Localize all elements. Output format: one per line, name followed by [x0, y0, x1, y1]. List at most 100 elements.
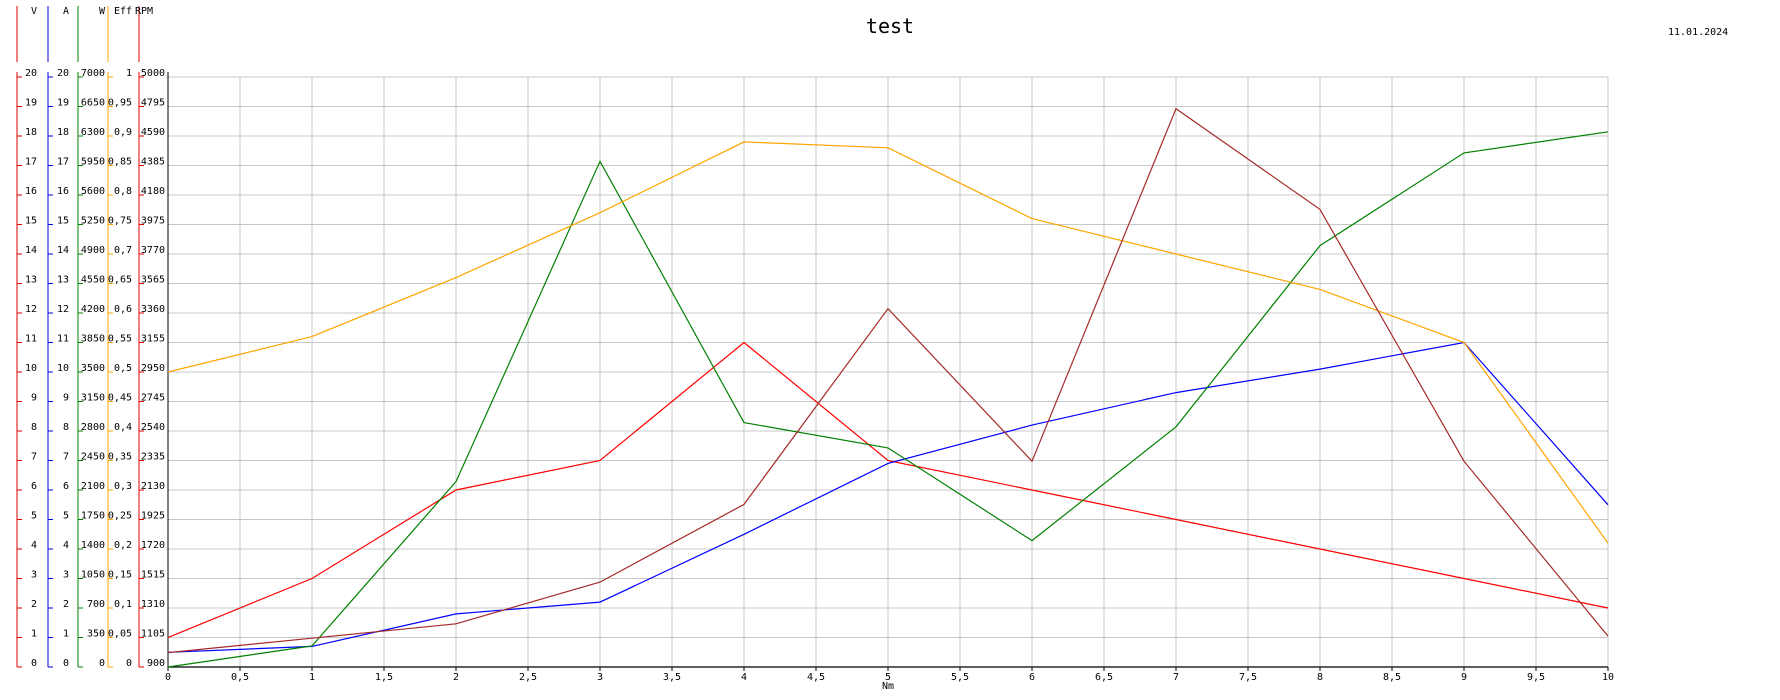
axis-rpm-tick-label: 4590 — [141, 127, 165, 138]
axis-v-tick-label: 16 — [25, 186, 37, 197]
axis-a-tick-label: 1 — [63, 629, 69, 640]
x-tick-label: 5 — [885, 672, 891, 683]
axis-eff-tick-label: 0,85 — [108, 157, 132, 168]
x-tick-label: 4 — [741, 672, 747, 683]
axis-v-header: V — [31, 6, 37, 17]
axis-v-tick-label: 9 — [31, 393, 37, 404]
axis-rpm-header: RPM — [135, 6, 153, 17]
axis-eff-tick-label: 0,65 — [108, 275, 132, 286]
series-line-v — [167, 341, 1609, 639]
axis-eff-tick-label: 0,35 — [108, 452, 132, 463]
axis-rpm-tick-label: 3155 — [141, 334, 165, 345]
axis-rpm-tick-label: 1515 — [141, 570, 165, 581]
axis-v-tick-label: 14 — [25, 245, 37, 256]
x-tick-label: 6 — [1029, 672, 1035, 683]
axis-a-tick-label: 2 — [63, 599, 69, 610]
axis-w-tick-label: 1050 — [81, 570, 105, 581]
axis-v-tick-label: 2 — [31, 599, 37, 610]
axis-rpm-tick-label: 1720 — [141, 540, 165, 551]
axis-v-tick-label: 11 — [25, 334, 37, 345]
axis-w-tick-label: 5600 — [81, 186, 105, 197]
axis-eff-tick-label: 0 — [126, 658, 132, 669]
axis-rpm-tick-label: 4385 — [141, 157, 165, 168]
axis-v-tick-label: 18 — [25, 127, 37, 138]
axis-v-tick-label: 1 — [31, 629, 37, 640]
x-tick-label: 3 — [597, 672, 603, 683]
axis-w-tick-label: 6300 — [81, 127, 105, 138]
axis-a-tick-label: 3 — [63, 570, 69, 581]
axis-a-tick-label: 19 — [57, 98, 69, 109]
axis-v-tick-label: 13 — [25, 275, 37, 286]
axis-eff-tick-label: 0,2 — [114, 540, 132, 551]
chart-title: test — [865, 14, 915, 38]
x-tick-label: 2 — [453, 672, 459, 683]
axis-w-tick-label: 700 — [87, 599, 105, 610]
axis-a-tick-label: 6 — [63, 481, 69, 492]
series-line-rpm — [167, 107, 1609, 654]
axis-a-tick-label: 17 — [57, 157, 69, 168]
series-line-w — [167, 131, 1609, 668]
axis-w-tick-label: 4900 — [81, 245, 105, 256]
axis-eff-tick-label: 0,95 — [108, 98, 132, 109]
x-tick-label: 7,5 — [1239, 672, 1257, 683]
axis-w-tick-label: 1750 — [81, 511, 105, 522]
x-tick-label: 7 — [1173, 672, 1179, 683]
axis-rpm-tick-label: 3975 — [141, 216, 165, 227]
axis-w-tick-label: 7000 — [81, 68, 105, 79]
axis-w-tick-label: 6650 — [81, 98, 105, 109]
x-tick-label: 1 — [309, 672, 315, 683]
axis-rpm-tick-label: 3565 — [141, 275, 165, 286]
axis-w-tick-label: 3500 — [81, 363, 105, 374]
series-line-a — [167, 341, 1609, 653]
axis-v-tick-label: 4 — [31, 540, 37, 551]
axis-v-tick-label: 3 — [31, 570, 37, 581]
x-tick-label: 0 — [165, 672, 171, 683]
axis-v-tick-label: 10 — [25, 363, 37, 374]
axis-eff-tick-label: 0,5 — [114, 363, 132, 374]
axis-rpm-tick-label: 3770 — [141, 245, 165, 256]
axis-rpm-tick-label: 2335 — [141, 452, 165, 463]
x-axis-label: Nm — [882, 681, 894, 692]
series-line-eff — [167, 141, 1609, 544]
axis-rpm-tick-label: 1105 — [141, 629, 165, 640]
axis-w-tick-label: 4200 — [81, 304, 105, 315]
axis-w-tick-label: 4550 — [81, 275, 105, 286]
x-tick-label: 8,5 — [1383, 672, 1401, 683]
x-tick-label: 9 — [1461, 672, 1467, 683]
axis-a-tick-label: 4 — [63, 540, 69, 551]
axis-a-tick-label: 0 — [63, 658, 69, 669]
x-tick-label: 5,5 — [951, 672, 969, 683]
axis-eff-tick-label: 0,55 — [108, 334, 132, 345]
axis-a-tick-label: 13 — [57, 275, 69, 286]
axis-w-tick-label: 2100 — [81, 481, 105, 492]
axis-eff-tick-label: 0,75 — [108, 216, 132, 227]
axis-rpm-tick-label: 2130 — [141, 481, 165, 492]
axis-v-tick-label: 5 — [31, 511, 37, 522]
x-tick-label: 1,5 — [375, 672, 393, 683]
axis-rpm-tick-label: 2540 — [141, 422, 165, 433]
axis-a-tick-label: 16 — [57, 186, 69, 197]
axis-rpm-tick-label: 900 — [147, 658, 165, 669]
axis-a-tick-label: 9 — [63, 393, 69, 404]
axis-rpm-tick-label: 1310 — [141, 599, 165, 610]
axis-rpm-tick-label: 2950 — [141, 363, 165, 374]
axis-eff-tick-label: 0,6 — [114, 304, 132, 315]
axis-a-tick-label: 14 — [57, 245, 69, 256]
axis-w-tick-label: 5950 — [81, 157, 105, 168]
x-tick-label: 6,5 — [1095, 672, 1113, 683]
axis-eff-tick-label: 0,15 — [108, 570, 132, 581]
axis-eff-tick-label: 0,9 — [114, 127, 132, 138]
axis-eff-tick-label: 0,3 — [114, 481, 132, 492]
axis-eff-tick-label: 0,4 — [114, 422, 132, 433]
axis-v-tick-label: 20 — [25, 68, 37, 79]
axis-v-tick-label: 12 — [25, 304, 37, 315]
axis-eff-header: Eff — [114, 6, 132, 17]
axis-v-tick-label: 0 — [31, 658, 37, 669]
date-label: 11.01.2024 — [1668, 27, 1729, 38]
axis-eff-tick-label: 0,1 — [114, 599, 132, 610]
axis-w-tick-label: 350 — [87, 629, 105, 640]
axis-w-tick-label: 1400 — [81, 540, 105, 551]
axis-w-header: W — [99, 6, 106, 17]
axis-v-tick-label: 17 — [25, 157, 37, 168]
